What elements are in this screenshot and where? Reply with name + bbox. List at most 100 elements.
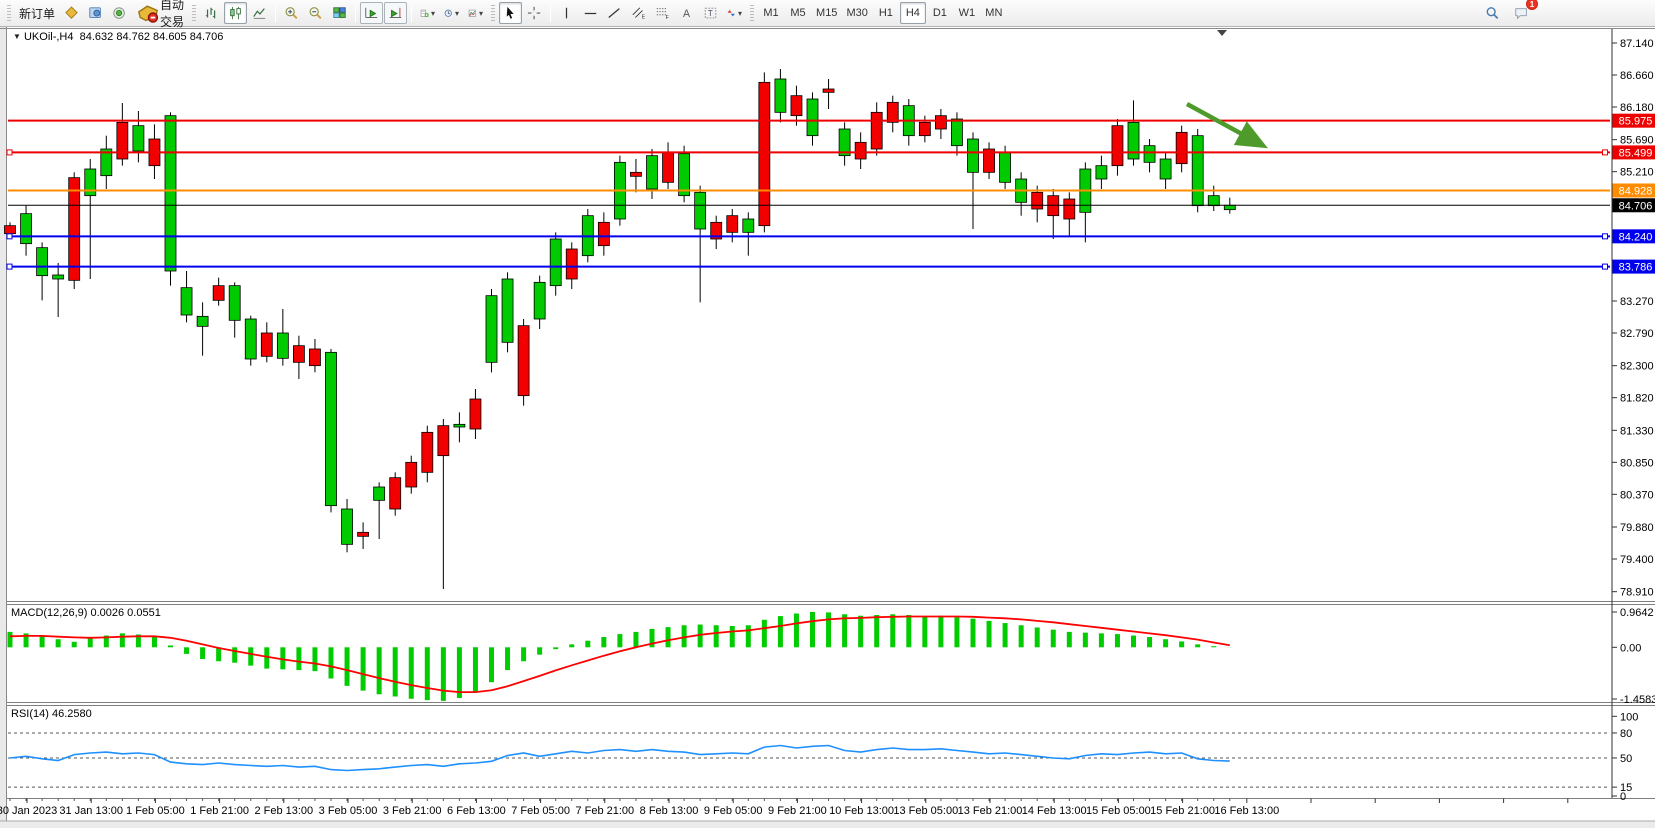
timeframe-h1-button[interactable]: H1 (878, 7, 893, 19)
timeframe-mn-button[interactable]: MN (985, 7, 1003, 19)
auto-scroll-button[interactable] (360, 2, 384, 24)
svg-text:84.928: 84.928 (1619, 185, 1653, 197)
market-watch-button[interactable] (60, 2, 83, 24)
toolbar-separator (411, 4, 413, 22)
text-label-icon: T (704, 7, 717, 19)
price-tick-label: 79.880 (1620, 522, 1654, 534)
new-order-button[interactable]: 新订单 (19, 6, 56, 21)
panel-dividers[interactable] (7, 601, 1655, 799)
line-chart-button[interactable] (248, 2, 271, 24)
chart-collapse-icon[interactable]: ▼ (13, 32, 21, 41)
vertical-line-tool-button[interactable] (555, 2, 578, 24)
vertical-line-icon (565, 7, 568, 19)
line-handle[interactable] (1602, 263, 1608, 270)
horizontal-line-icon (584, 12, 597, 15)
timeframe-m15-button[interactable]: M15 (816, 7, 838, 19)
macd-panel (7, 611, 1233, 701)
templates-button[interactable]: ▾ (464, 2, 487, 24)
fibonacci-tool-button[interactable]: F (651, 2, 674, 24)
notification-badge: 1 (1526, 0, 1538, 10)
bar-chart-button[interactable] (200, 2, 223, 24)
svg-text:84.706: 84.706 (1619, 200, 1653, 212)
timeframe-m30-button[interactable]: M30 (846, 7, 868, 19)
time-tick-label: 1 Feb 05:00 (126, 805, 185, 817)
dropdown-caret-icon: ▾ (738, 8, 743, 18)
line-handle[interactable] (6, 149, 13, 156)
notifications-button[interactable]: 1 (1510, 0, 1538, 24)
line-handle[interactable] (6, 233, 13, 240)
channel-tool-button[interactable]: E (627, 2, 650, 24)
chart-shift-button[interactable] (384, 2, 408, 24)
price-label-84.240: 84.240 (1612, 229, 1655, 244)
time-tick-label: 3 Feb 21:00 (383, 805, 442, 817)
price-axis[interactable]: 87.140 86.660 86.180 85.690 85.210 83.270 82.7… (1611, 29, 1655, 803)
candlestick-chart-button[interactable] (224, 2, 248, 24)
zoom-in-button[interactable] (280, 2, 303, 24)
timeframe-group: M1 M5 M15 M30 H1 H4 D1 W1 MN (758, 2, 1007, 24)
zoom-out-button[interactable] (304, 2, 327, 24)
time-tick-label: 15 Feb 21:00 (1150, 805, 1215, 817)
dropdown-caret-icon: ▾ (479, 8, 484, 18)
text-tool-button[interactable]: A (675, 2, 698, 24)
auto-scroll-icon (365, 7, 378, 18)
macd-signal-line (9, 615, 1230, 693)
time-tick-label: 31 Jan 13:00 (59, 805, 123, 817)
price-label-84.928: 84.928 (1612, 183, 1655, 198)
price-label-85.499: 85.499 (1612, 145, 1655, 160)
time-tick-label: 13 Feb 05:00 (893, 805, 958, 817)
time-tick-label: 6 Feb 13:00 (447, 805, 506, 817)
label-tool-button[interactable]: T (699, 2, 722, 24)
horizontal-line-tool-button[interactable] (579, 2, 602, 24)
chart-shift-marker[interactable] (1217, 30, 1227, 36)
price-label-83.786: 83.786 (1612, 259, 1655, 274)
chart-canvas[interactable]: 87.140 86.660 86.180 85.690 85.210 83.270 82.7… (0, 27, 1655, 828)
line-handle[interactable] (1602, 149, 1608, 156)
cursor-icon (506, 6, 514, 19)
timeframe-h4-button[interactable]: H4 (899, 2, 926, 24)
svg-text:84.240: 84.240 (1619, 231, 1653, 243)
trendline-tool-button[interactable] (603, 2, 626, 24)
timeframe-d1-button[interactable]: D1 (932, 7, 947, 19)
trend-arrow-annotation[interactable] (1185, 102, 1268, 149)
chart-symbol-period: UKOil-,H4 (23, 31, 74, 43)
timeframe-m5-button[interactable]: M5 (790, 7, 806, 19)
macd-indicator-label: MACD(12,26,9) 0.0026 0.0551 (11, 607, 161, 619)
timeframe-w1-button[interactable]: W1 (958, 7, 976, 19)
svg-text:83.786: 83.786 (1619, 262, 1653, 274)
line-handle[interactable] (1602, 233, 1608, 240)
price-tick-label: 83.270 (1620, 296, 1654, 308)
price-tick-label: 82.300 (1620, 361, 1654, 373)
time-tick-label: 13 Feb 21:00 (958, 805, 1023, 817)
zoom-in-icon (285, 7, 298, 19)
chart-shift-icon (389, 7, 402, 18)
market-watch-icon (65, 6, 78, 19)
indicators-button[interactable]: ▾ (416, 2, 439, 24)
price-label-84.706: 84.706 (1612, 198, 1655, 213)
horizontal-lines[interactable] (6, 119, 1610, 270)
rsi-tick-label: 15 (1620, 782, 1632, 794)
search-button[interactable] (1481, 2, 1504, 24)
time-axis[interactable]: 30 Jan 2023 31 Jan 13:00 1 Feb 05:00 1 Feb … (0, 798, 1569, 818)
time-tick-label: 9 Feb 21:00 (768, 805, 827, 817)
rsi-panel (8, 732, 1610, 788)
navigator-button[interactable] (108, 2, 131, 24)
time-tick-label: 30 Jan 2023 (0, 805, 57, 817)
periods-button[interactable]: ▾ (440, 2, 463, 24)
price-tick-label: 85.210 (1620, 167, 1654, 179)
time-tick-label: 2 Feb 13:00 (254, 805, 313, 817)
svg-text:85.975: 85.975 (1619, 116, 1653, 128)
rsi-tick-label: 50 (1620, 753, 1632, 765)
timeframe-m1-button[interactable]: M1 (763, 7, 779, 19)
toolbar-separator (275, 4, 277, 22)
price-tick-label: 79.400 (1620, 554, 1654, 566)
crosshair-tool-button[interactable] (523, 2, 546, 24)
line-handle[interactable] (6, 263, 13, 270)
time-tick-label: 1 Feb 21:00 (190, 805, 249, 817)
tile-windows-button[interactable] (328, 2, 351, 24)
dropdown-caret-icon: ▾ (455, 8, 460, 18)
price-tick-label: 80.370 (1620, 489, 1654, 501)
arrows-tool-button[interactable]: ▾ (723, 2, 746, 24)
data-window-button[interactable] (84, 2, 107, 24)
cursor-tool-button[interactable] (499, 2, 523, 24)
autotrade-button[interactable]: 自动交易 (132, 0, 188, 29)
